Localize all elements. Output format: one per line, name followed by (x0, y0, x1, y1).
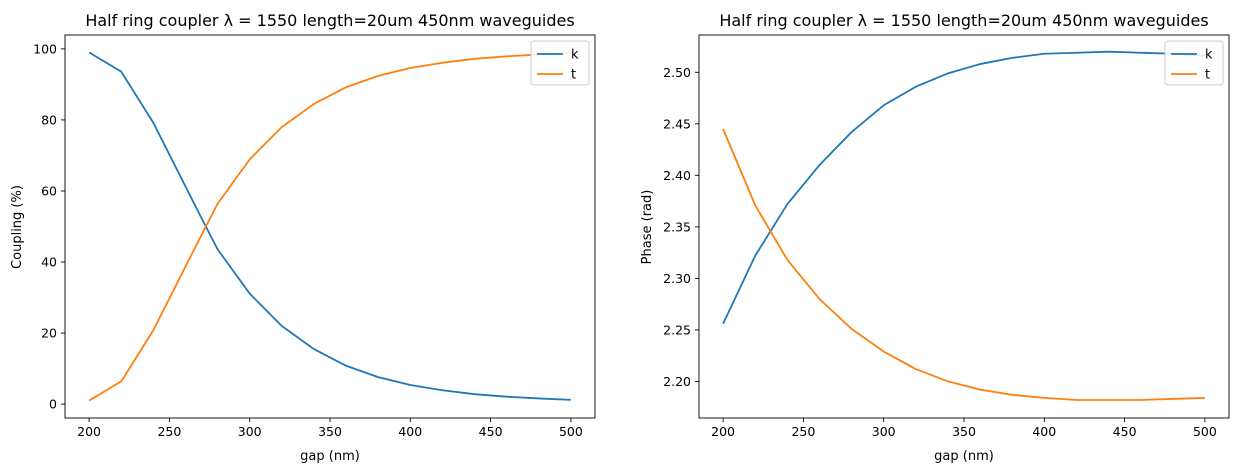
legend-box (530, 40, 590, 86)
x-tick-label: 250 (791, 424, 815, 439)
x-tick-label: 400 (398, 424, 422, 439)
series-line-k (722, 50, 1205, 325)
x-tick-label: 200 (711, 424, 735, 439)
x-tick-label: 450 (479, 424, 503, 439)
x-tick-label: 500 (559, 424, 583, 439)
chart-phase-title: Half ring coupler λ = 1550 length=20um 4… (719, 11, 1208, 30)
x-tick-label: 250 (157, 424, 181, 439)
y-tick-label: 2.35 (663, 219, 691, 234)
y-tick-label: 0 (49, 397, 57, 412)
legend-label-k: k (1205, 48, 1213, 63)
y-tick-label: 100 (33, 41, 57, 56)
chart-phase: Half ring coupler λ = 1550 length=20um 4… (640, 11, 1230, 464)
legend-box (1164, 40, 1224, 86)
y-tick-label: 2.25 (663, 322, 691, 337)
y-tick-label: 2.30 (663, 271, 691, 286)
legend-label-k: k (571, 48, 579, 63)
y-tick-label: 80 (41, 112, 57, 127)
x-tick-label: 500 (1193, 424, 1217, 439)
x-tick-label: 300 (238, 424, 262, 439)
series-line-t (88, 52, 571, 402)
legend: kt (530, 40, 590, 86)
y-tick-label: 20 (41, 326, 57, 341)
chart-coupling-ylabel: Coupling (%) (10, 185, 25, 269)
legend-label-t: t (1205, 68, 1210, 83)
y-tick-label: 40 (41, 255, 57, 270)
legend-label-t: t (571, 68, 576, 83)
y-tick-label: 2.50 (663, 65, 691, 80)
plot-frame (698, 34, 1230, 419)
chart-phase-plot: 200 250 300 350 400 450 500 2.20 2.25 2.30 2.35 2.4… (663, 34, 1230, 439)
chart-coupling-plot: 200 250 300 350 400 450 500 0 20 40 60 80 100 kt (33, 34, 596, 439)
x-tick-label: 300 (872, 424, 896, 439)
x-tick-label: 400 (1032, 424, 1056, 439)
x-tick-label: 350 (952, 424, 976, 439)
y-tick-label: 60 (41, 183, 57, 198)
y-tick-label: 2.20 (663, 374, 691, 389)
series-line-k (88, 51, 571, 401)
y-tick-label: 2.40 (663, 168, 691, 183)
y-tick-label: 2.45 (663, 116, 691, 131)
chart-coupling-xlabel: gap (nm) (300, 449, 360, 464)
x-tick-label: 200 (77, 424, 101, 439)
chart-phase-ylabel: Phase (rad) (640, 190, 655, 265)
chart-coupling-title: Half ring coupler λ = 1550 length=20um 4… (85, 11, 574, 30)
chart-coupling: Half ring coupler λ = 1550 length=20um 4… (10, 11, 596, 464)
legend: kt (1164, 40, 1224, 86)
series-line-t (722, 128, 1205, 401)
chart-phase-xlabel: gap (nm) (934, 449, 994, 464)
x-tick-label: 350 (318, 424, 342, 439)
x-tick-label: 450 (1113, 424, 1137, 439)
plot-frame (64, 34, 596, 419)
